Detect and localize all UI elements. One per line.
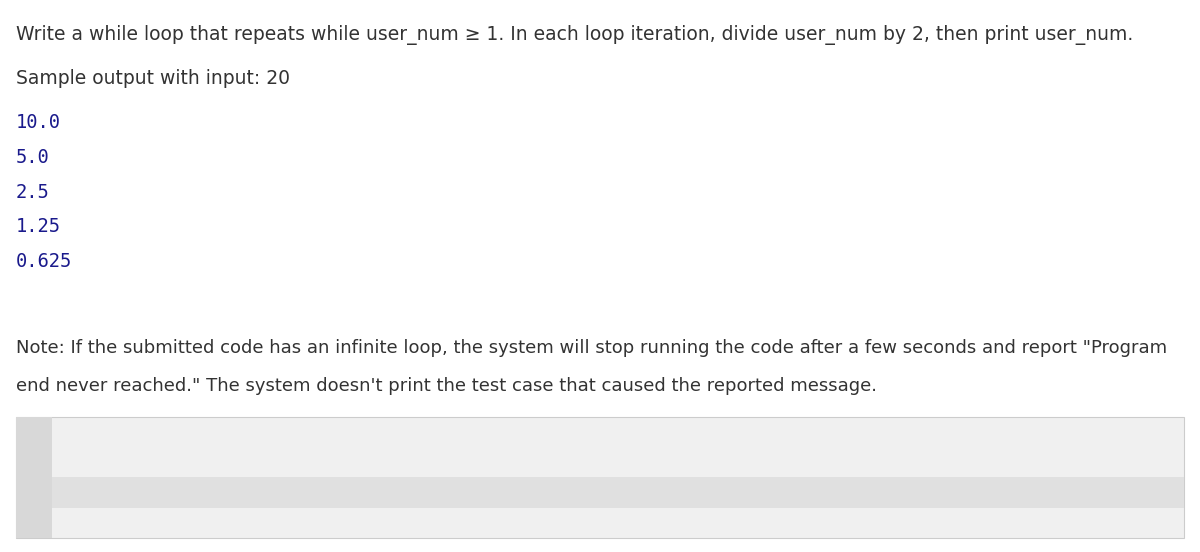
- Text: 2: 2: [35, 453, 46, 471]
- Text: 10.0: 10.0: [16, 113, 60, 132]
- Text: 5.0: 5.0: [16, 148, 49, 167]
- Text: Note: If the submitted code has an infinite loop, the system will stop running t: Note: If the submitted code has an infin…: [16, 339, 1166, 358]
- Text: 2.5: 2.5: [16, 183, 49, 201]
- Text: 1.25: 1.25: [16, 217, 60, 236]
- Text: ''' Your solution goes here ''': ''' Your solution goes here ''': [64, 484, 389, 502]
- Text: 0.625: 0.625: [16, 252, 72, 271]
- Text: 3: 3: [35, 484, 46, 502]
- Text: Sample output with input: 20: Sample output with input: 20: [16, 69, 289, 88]
- Text: 1: 1: [35, 423, 46, 441]
- Text: Write a while loop that repeats while user_num ≥ 1. In each loop iteration, divi: Write a while loop that repeats while us…: [16, 25, 1133, 45]
- Text: 4: 4: [35, 514, 46, 532]
- Text: end never reached." The system doesn't print the test case that caused the repor: end never reached." The system doesn't p…: [16, 377, 876, 395]
- Text: user_num = int(input()): user_num = int(input()): [64, 423, 305, 441]
